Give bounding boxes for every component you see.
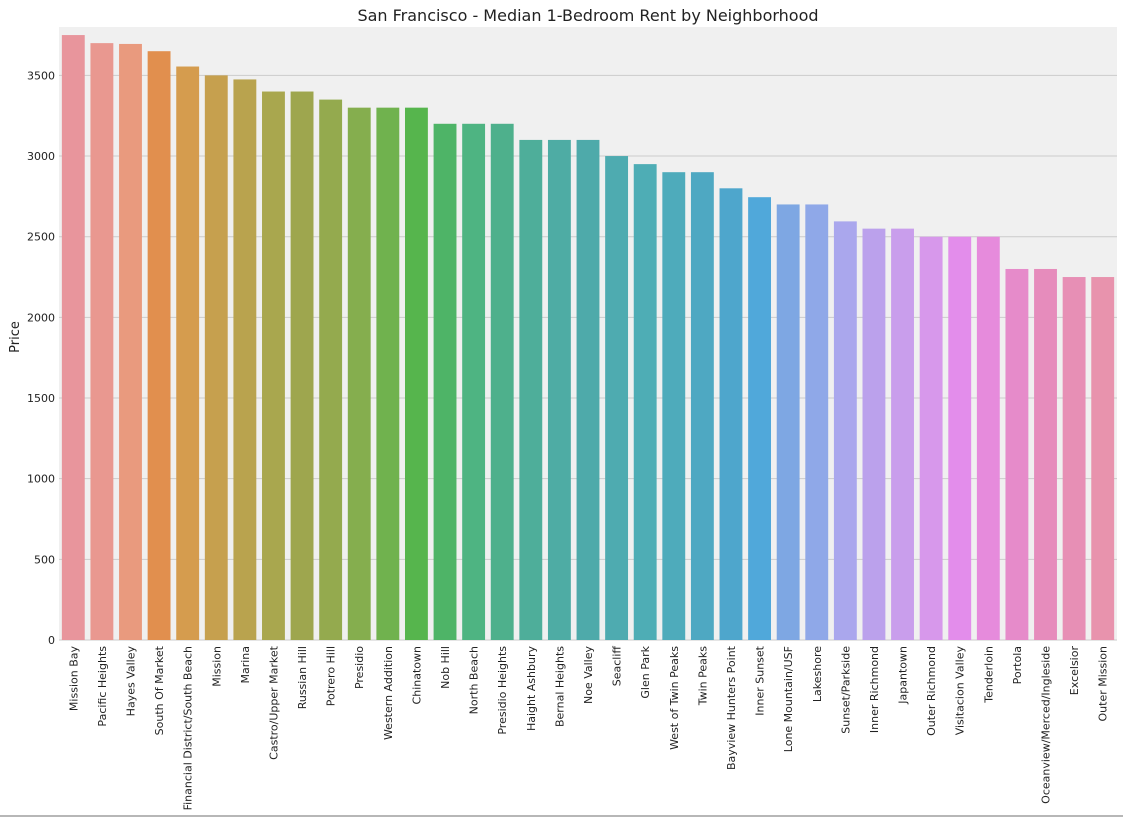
x-tick-label: Castro/Upper Market [267,645,280,759]
bar [176,66,200,641]
x-tick-label: West of Twin Peaks [668,646,681,750]
bar [1091,277,1115,640]
bar [347,107,371,640]
chart-title: San Francisco - Median 1-Bedroom Rent by… [357,6,818,25]
y-tick-label: 2000 [27,311,55,324]
x-tick-label: Inner Sunset [754,645,767,715]
x-tick-label: Lakeshore [811,646,824,702]
x-tick-label: Twin Peaks [696,646,709,707]
y-tick-label: 1500 [27,392,55,405]
x-tick-label: Presidio [353,646,366,689]
bar [748,197,772,640]
x-tick-label: Noe Valley [582,646,595,705]
y-axis-label: Price [8,321,23,353]
bar [976,236,1000,641]
bar [376,107,400,640]
y-tick-label: 3000 [27,150,55,163]
x-tick-label: Mission Bay [67,646,80,712]
bar [119,43,142,640]
bar [204,75,228,641]
x-tick-label: Marina [239,646,252,684]
x-tick-label: South Of Market [153,645,166,735]
x-tick-label: Glen Park [639,645,652,698]
bar [547,139,571,640]
x-tick-label: Lone Mountain/USF [782,646,795,752]
bar [833,221,857,640]
bars [61,35,1115,641]
bar [891,228,914,641]
x-tick-label: Potrero Hill [325,646,338,706]
bar [90,43,114,640]
bar [576,139,600,640]
y-tick-labels: 0 500 1000 1500 2000 2500 3000 3500 [27,69,55,647]
x-tick-label: Inner Richmond [868,646,881,733]
x-tick-label: Mission [210,646,223,687]
bottom-divider [0,815,1123,817]
bar [662,172,686,640]
bar [1034,268,1057,640]
bar [948,236,972,641]
x-tick-label: Hayes Valley [124,646,137,717]
y-tick-label: 3500 [27,69,55,82]
bar [319,99,343,640]
x-tick-label: Oceanview/Merced/Ingleside [1040,646,1053,804]
x-tick-label: Outer Mission [1097,646,1110,722]
x-tick-label: Japantown [897,646,910,705]
bar [433,123,457,640]
y-tick-label: 500 [34,553,55,566]
bar [690,172,714,640]
y-tick-label: 2500 [27,231,55,244]
x-tick-label: Pacific Heights [96,646,109,727]
bar [233,79,257,641]
bar [776,204,800,640]
bar [1005,268,1029,640]
bar [633,164,657,641]
x-tick-label: Portola [1011,646,1024,684]
bar [61,35,85,640]
x-tick-label: Bayview Hunters Point [725,645,738,770]
bar [862,228,886,641]
x-tick-label: Chinatown [410,646,423,704]
x-tick-label: Russian Hill [296,646,309,709]
y-tick-label: 0 [48,634,55,647]
x-tick-labels: Mission Bay Pacific Heights Hayes Valley So… [67,645,1109,810]
bar [490,123,514,640]
bar [805,204,829,640]
x-tick-label: Seacliff [611,646,624,687]
x-tick-label: Outer Richmond [925,646,938,736]
x-tick-label: Financial District/South Beach [182,646,195,810]
x-tick-label: Excelsior [1068,646,1081,696]
bar [605,156,629,641]
bar [1062,277,1086,640]
x-tick-label: Haight Ashbury [525,646,538,732]
bar [462,123,486,640]
x-tick-label: North Beach [468,646,481,714]
x-tick-label: Visitacion Valley [954,646,967,736]
bar [919,236,943,641]
x-tick-label: Presidio Heights [496,646,509,735]
bar [719,188,743,640]
x-tick-label: Sunset/Parkside [839,646,852,734]
x-tick-label: Western Addition [382,646,395,740]
bar [147,51,171,640]
x-tick-label: Nob Hill [439,646,452,689]
bar [290,91,314,641]
x-tick-label: Tenderloin [982,646,995,704]
x-tick-label: Bernal Heights [553,646,566,727]
y-tick-label: 1000 [27,473,55,486]
bar [262,91,285,641]
bar [519,139,543,640]
bar [404,107,428,640]
